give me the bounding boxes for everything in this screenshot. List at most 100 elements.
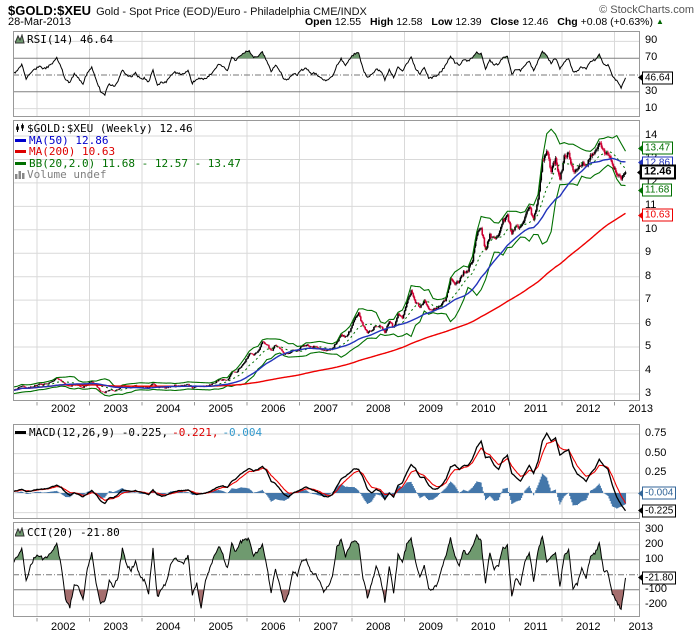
chart-header: $GOLD:$XEU Gold - Spot Price (EOD)/Euro -… (8, 2, 367, 20)
chart-date: 28-Mar-2013 (8, 16, 71, 28)
bb-swatch (15, 161, 26, 165)
year-label-bottom: 2010 (471, 621, 496, 633)
callout-arrow-icon (638, 211, 643, 220)
macd-axis-tick: 0.50 (645, 446, 667, 459)
candlestick-icon (16, 123, 24, 132)
macd-axis-tick: 0.75 (645, 426, 667, 439)
cci-legend-label: CCI(20) -21.80 (27, 526, 120, 539)
volume-legend-label: Volume undef (27, 168, 107, 181)
year-label-mid: 2011 (523, 403, 548, 415)
macd-swatch (15, 431, 26, 434)
cci-panel (13, 522, 640, 617)
price-legend-title: $GOLD:$XEU (Weekly) 12.46 (27, 122, 193, 135)
macd-panel (13, 424, 640, 519)
year-label-mid: 2007 (313, 403, 338, 415)
price-axis-tick: 10 (645, 222, 658, 235)
year-label-bottom: 2006 (261, 621, 286, 633)
year-label-mid: 2010 (471, 403, 496, 415)
high-value: 12.58 (396, 16, 423, 28)
close-value: 12.46 (522, 16, 549, 28)
callout-arrow-icon (638, 158, 643, 167)
cci-axis-tick: 100 (645, 552, 664, 565)
rsi-panel (13, 31, 640, 117)
high-label: High (369, 16, 394, 28)
year-label-bottom: 2003 (103, 621, 128, 633)
price-axis-tick: 14 (645, 129, 658, 141)
year-label-mid: 2009 (418, 403, 443, 415)
ma50-legend-label: MA(50) 12.86 (29, 133, 109, 147)
open-label: Open (305, 16, 332, 28)
change-value: +0.08 (+0.63%) (580, 16, 653, 28)
ma50-swatch (15, 138, 26, 142)
price-axis-tick: 4 (645, 363, 652, 376)
rsi-legend: RSI(14) 46.64 (14, 33, 114, 46)
year-label-bottom: 2002 (51, 621, 76, 633)
ma200-line (13, 212, 626, 392)
callout-arrow-icon (638, 186, 643, 195)
price-value-callout: 13.47 (638, 141, 674, 155)
callout-arrow-icon (638, 73, 643, 82)
year-label-mid: 2004 (156, 403, 181, 415)
year-label-mid: 2012 (576, 403, 601, 415)
price-axis-tick: 3 (645, 386, 652, 399)
cci-axis-tick: 200 (645, 537, 664, 550)
year-label-bottom: 2009 (418, 621, 443, 633)
macd-panel-border (13, 424, 640, 519)
cci-legend: CCI(20) -21.80 (14, 526, 120, 539)
callout-arrow-icon (638, 506, 643, 515)
price-axis-tick: 9 (645, 246, 652, 259)
rsi-value-callout: 46.64 (638, 71, 674, 85)
year-label-mid: 2002 (51, 403, 76, 415)
area-icon (14, 33, 25, 44)
macd-signal-label: -0.221, (172, 426, 219, 439)
cci-panel-border (13, 522, 640, 617)
low-label: Low (431, 16, 453, 28)
callout-arrow-icon (637, 168, 642, 177)
ma200-legend-label: MA(200) 10.63 (29, 145, 116, 158)
cci-axis-tick: -200 (645, 597, 668, 610)
price-panel (13, 120, 640, 401)
macd-value-callout: -0.225 (638, 504, 677, 518)
copyright-link[interactable]: © StockCharts.com (599, 4, 694, 16)
year-label-bottom: 2008 (366, 621, 391, 633)
callout-arrow-icon (638, 573, 643, 582)
macd-axis-tick: 0.25 (645, 466, 667, 479)
macd-legend: MACD(12,26,9) -0.225, -0.221, -0.004 (15, 426, 262, 439)
year-label-bottom: 2012 (576, 621, 601, 633)
close-label: Close (490, 16, 520, 28)
macd-value-callout: -0.004 (638, 486, 677, 500)
price-axis-tick: 6 (645, 316, 652, 329)
year-label-bottom: 2013 (628, 621, 653, 633)
year-label-mid: 2005 (208, 403, 233, 415)
ma50-line (13, 157, 626, 392)
cci-line (13, 533, 626, 611)
year-label-mid: 2008 (366, 403, 391, 415)
ma200-swatch (15, 150, 26, 153)
year-label-mid: 2006 (261, 403, 286, 415)
rsi-axis-tick: 90 (645, 34, 658, 47)
ticker-symbol: $GOLD:$XEU (8, 3, 92, 18)
ticker-description: Gold - Spot Price (EOD)/Euro - Philadelp… (96, 6, 367, 18)
macd-hist-label: -0.004 (222, 426, 263, 439)
year-label-mid: 2013 (628, 403, 653, 415)
rsi-axis-tick: 70 (645, 51, 658, 64)
year-label-bottom: 2007 (313, 621, 338, 633)
open-value: 12.55 (334, 16, 362, 28)
price-axis-tick: 5 (645, 340, 652, 353)
year-label-bottom: 2011 (523, 621, 548, 633)
volume-bars-icon (15, 171, 25, 179)
year-label-bottom: 2005 (208, 621, 233, 633)
macd-line (13, 431, 627, 512)
area-icon (14, 526, 25, 537)
rsi-legend-label: RSI(14) 46.64 (27, 33, 114, 46)
macd-legend-label: MACD(12,26,9) -0.225, (29, 426, 169, 439)
bb-lower-band (13, 164, 626, 397)
year-label-mid: 2003 (103, 403, 128, 415)
price-axis-tick: 11 (645, 199, 657, 212)
cci-axis-tick: -100 (645, 582, 668, 595)
callout-arrow-icon (638, 144, 643, 153)
ohlc-quote: Open 12.55 High 12.58 Low 12.39 Close 12… (305, 16, 664, 28)
xaxis-ticks-bottom (36, 618, 615, 622)
price-value-callout: 12.46 (637, 164, 676, 180)
